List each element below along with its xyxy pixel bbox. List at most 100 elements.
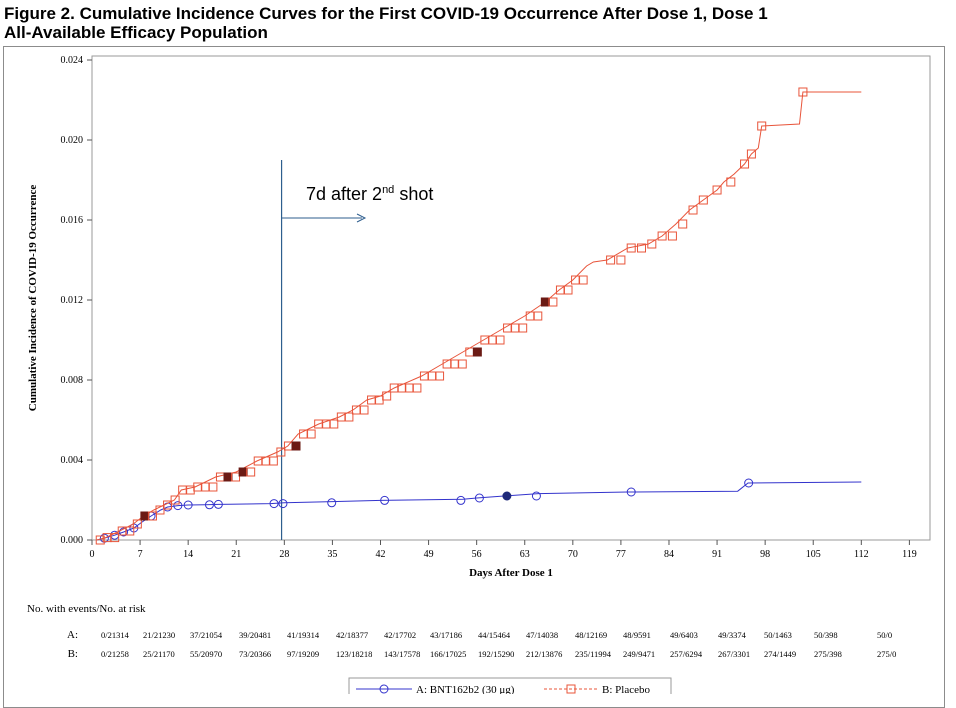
annotation-arrowhead	[356, 213, 367, 223]
marker-b	[525, 311, 535, 321]
marker-a	[183, 500, 193, 510]
risk-cell: 41/19314	[287, 630, 320, 640]
x-tick-label: 28	[279, 549, 289, 560]
marker-b	[626, 243, 636, 253]
x-tick-label: 98	[760, 549, 770, 560]
legend-label-a: A: BNT162b2 (30 μg)	[416, 684, 515, 694]
risk-cell: 48/9591	[623, 630, 651, 640]
marker-a	[474, 493, 484, 503]
marker-a	[380, 495, 390, 505]
marker-b	[616, 255, 626, 265]
risk-cell: 97/19209	[287, 649, 319, 659]
marker-b	[487, 335, 497, 345]
marker-b	[125, 526, 135, 536]
legend-box	[348, 677, 672, 694]
x-tick-label: 56	[472, 549, 482, 560]
marker-b	[457, 359, 467, 369]
x-tick-label: 49	[424, 549, 434, 560]
risk-cell: 235/11994	[575, 649, 612, 659]
marker-b	[757, 121, 767, 131]
risk-cell: 249/9471	[623, 649, 655, 659]
marker-b	[163, 500, 173, 510]
x-tick-label: 84	[664, 549, 674, 560]
marker-a	[626, 487, 636, 497]
risk-cell: 212/13876	[526, 649, 562, 659]
risk-cell: 275/0	[877, 649, 896, 659]
figure-title: Figure 2. Cumulative Incidence Curves fo…	[4, 4, 768, 42]
marker-b	[678, 219, 688, 229]
figure-title-line2: All-Available Efficacy Population	[4, 23, 268, 42]
y-tick-label: 0.000	[61, 535, 84, 546]
marker-b	[518, 323, 528, 333]
marker-b	[698, 195, 708, 205]
plot-area	[91, 55, 931, 541]
risk-cell: 123/18218	[336, 649, 372, 659]
marker-b	[435, 371, 445, 381]
marker-b	[533, 311, 543, 321]
x-tick-label: 35	[327, 549, 337, 560]
marker-b	[329, 419, 339, 429]
marker-b	[510, 323, 520, 333]
risk-cell: 42/18377	[336, 630, 368, 640]
legend: A: BNT162b2 (30 μg) B: Placebo	[348, 677, 672, 694]
risk-cell: 47/14038	[526, 630, 558, 640]
marker-b	[540, 297, 550, 307]
risk-cell: 37/21054	[190, 630, 223, 640]
marker-b	[382, 391, 392, 401]
risk-cell: 267/3301	[718, 649, 750, 659]
marker-b	[740, 159, 750, 169]
marker-a	[278, 499, 288, 509]
marker-b	[276, 447, 286, 457]
risk-cell: 73/20366	[239, 649, 271, 659]
marker-b	[268, 456, 278, 466]
risk-cell: 49/3374	[718, 630, 747, 640]
marker-b	[578, 275, 588, 285]
marker-b	[647, 239, 657, 249]
marker-b	[291, 441, 301, 451]
risk-cell: 0/21314	[101, 630, 130, 640]
marker-b	[344, 412, 354, 422]
risk-row-label: B:	[68, 648, 78, 660]
marker-b	[95, 535, 105, 545]
x-tick-label: 112	[854, 549, 869, 560]
marker-a	[204, 500, 214, 510]
x-tick-label: 0	[90, 549, 95, 560]
risk-cell: 50/1463	[764, 630, 792, 640]
marker-a	[327, 498, 337, 508]
marker-b	[495, 335, 505, 345]
y-tick-label: 0.016	[61, 215, 84, 226]
marker-b	[132, 519, 142, 529]
risk-cell: 25/21170	[143, 649, 175, 659]
risk-cell: 0/21258	[101, 649, 129, 659]
marker-b	[412, 383, 422, 393]
marker-a	[269, 499, 279, 509]
marker-b	[798, 87, 808, 97]
marker-a	[213, 499, 223, 509]
marker-b	[667, 231, 677, 241]
marker-b	[253, 456, 263, 466]
risk-cell: 166/17025	[430, 649, 466, 659]
x-tick-label: 14	[183, 549, 193, 560]
x-tick-label: 91	[712, 549, 722, 560]
risk-cell: 42/17702	[384, 630, 416, 640]
y-tick-label: 0.008	[61, 375, 84, 386]
risk-cell: 44/15464	[478, 630, 511, 640]
marker-b	[110, 533, 120, 543]
marker-b	[231, 472, 241, 482]
marker-a	[119, 527, 129, 537]
marker-b	[170, 495, 180, 505]
risk-cell: 55/20970	[190, 649, 222, 659]
marker-b	[155, 505, 165, 515]
marker-b	[246, 467, 256, 477]
risk-cell: 43/17186	[430, 630, 462, 640]
x-tick-label: 42	[375, 549, 385, 560]
marker-b	[472, 347, 482, 357]
y-tick-label: 0.012	[61, 295, 84, 306]
marker-b	[726, 177, 736, 187]
legend-marker-a	[379, 684, 389, 694]
risk-cell: 39/20481	[239, 630, 271, 640]
y-axis-label: Cumulative Incidence of COVID-19 Occurre…	[27, 185, 39, 412]
risk-cell: 48/12169	[575, 630, 607, 640]
risk-row-label: A:	[67, 629, 78, 641]
risk-cell: 49/6403	[670, 630, 698, 640]
